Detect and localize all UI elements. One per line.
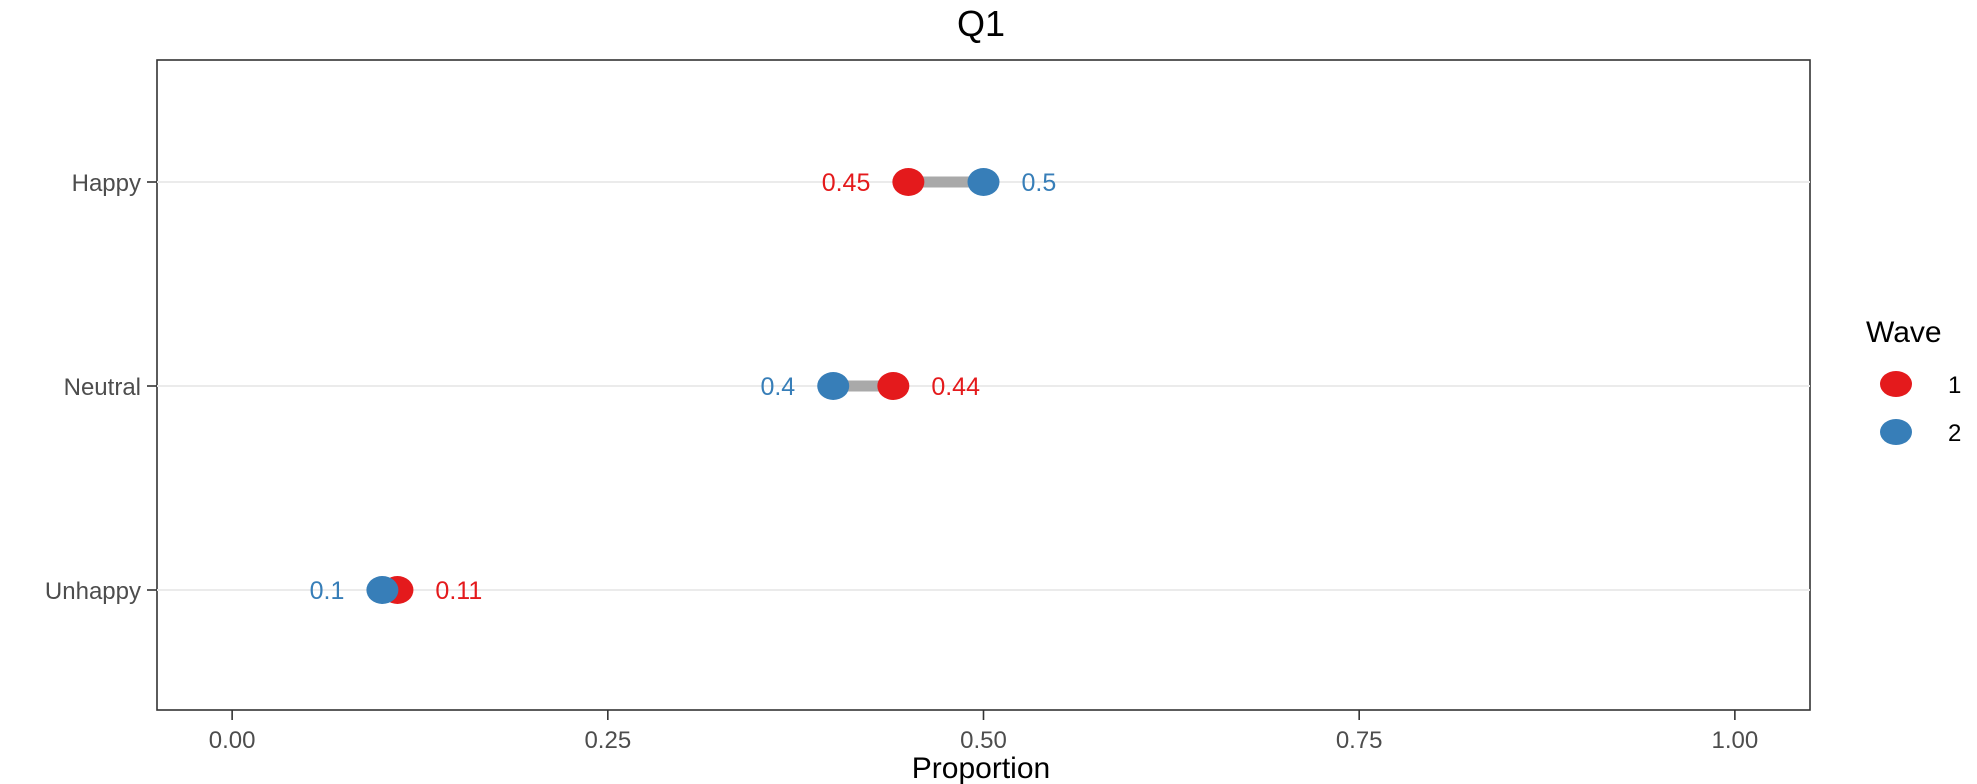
legend-label-wave2: 2 [1948,420,1961,447]
data-label-wave2-happy: 0.5 [1022,169,1057,197]
point-wave2-unhappy [366,576,399,604]
point-wave2-happy [967,168,1000,196]
point-wave1-neutral [877,372,910,400]
x-axis-label: Proportion [912,752,1050,784]
x-tick-label: 1.00 [1712,727,1759,754]
legend-label-wave1: 1 [1948,372,1961,399]
data-label-wave1-happy: 0.45 [822,169,871,197]
y-tick-label-happy: Happy [72,170,141,197]
x-tick-label: 0.25 [584,727,631,754]
y-tick-label-unhappy: Unhappy [45,578,141,605]
y-tick-label-neutral: Neutral [64,374,141,401]
x-tick-label: 0.00 [209,727,256,754]
data-label-wave2-unhappy: 0.1 [310,577,345,605]
legend-key-wave2 [1880,419,1912,445]
legend-title: Wave [1866,316,1942,349]
x-tick-label: 0.75 [1336,727,1383,754]
data-label-wave1-unhappy: 0.11 [435,577,482,605]
x-tick-label: 0.50 [960,727,1007,754]
chart-title: Q1 [957,3,1005,44]
point-wave2-neutral [817,372,850,400]
data-label-wave1-neutral: 0.44 [931,373,980,401]
point-wave1-happy [892,168,925,196]
data-label-wave2-neutral: 0.4 [760,373,795,401]
legend-key-wave1 [1880,371,1912,397]
